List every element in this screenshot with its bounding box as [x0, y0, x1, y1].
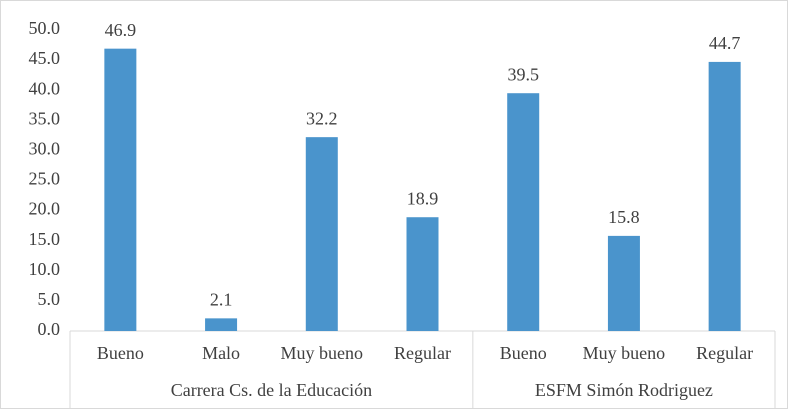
- x-tick-label: Bueno: [97, 343, 144, 363]
- y-tick-label: 5.0: [38, 289, 61, 309]
- data-label: 2.1: [210, 289, 233, 309]
- y-tick-label: 45.0: [29, 48, 61, 68]
- x-tick-label: Regular: [394, 343, 451, 363]
- group-label: Carrera Cs. de la Educación: [171, 380, 372, 400]
- bar: [406, 217, 439, 331]
- x-tick-label: Malo: [202, 343, 240, 363]
- data-label: 15.8: [608, 207, 640, 227]
- y-tick-label: 15.0: [29, 229, 61, 249]
- bar: [104, 48, 137, 332]
- group-label: ESFM Simón Rodriguez: [535, 380, 713, 400]
- bar: [507, 93, 540, 332]
- data-label: 32.2: [306, 108, 338, 128]
- x-tick-label: Bueno: [500, 343, 547, 363]
- bar: [708, 61, 741, 331]
- data-label: 18.9: [407, 188, 439, 208]
- data-label: 39.5: [507, 64, 539, 84]
- y-tick-label: 25.0: [29, 169, 61, 189]
- x-tick-label: Muy bueno: [583, 343, 666, 363]
- x-tick-label: Muy bueno: [281, 343, 364, 363]
- y-tick-label: 35.0: [29, 108, 61, 128]
- data-label: 44.7: [709, 33, 741, 53]
- x-tick-label: Regular: [696, 343, 753, 363]
- bar: [305, 137, 338, 331]
- y-tick-label: 10.0: [29, 259, 61, 279]
- data-label: 46.9: [105, 20, 137, 40]
- bar: [205, 318, 238, 331]
- y-tick-label: 0.0: [38, 319, 61, 339]
- y-tick-label: 50.0: [29, 18, 61, 38]
- y-tick-label: 30.0: [29, 139, 61, 159]
- y-tick-label: 40.0: [29, 78, 61, 98]
- y-tick-label: 20.0: [29, 199, 61, 219]
- bar: [607, 235, 640, 331]
